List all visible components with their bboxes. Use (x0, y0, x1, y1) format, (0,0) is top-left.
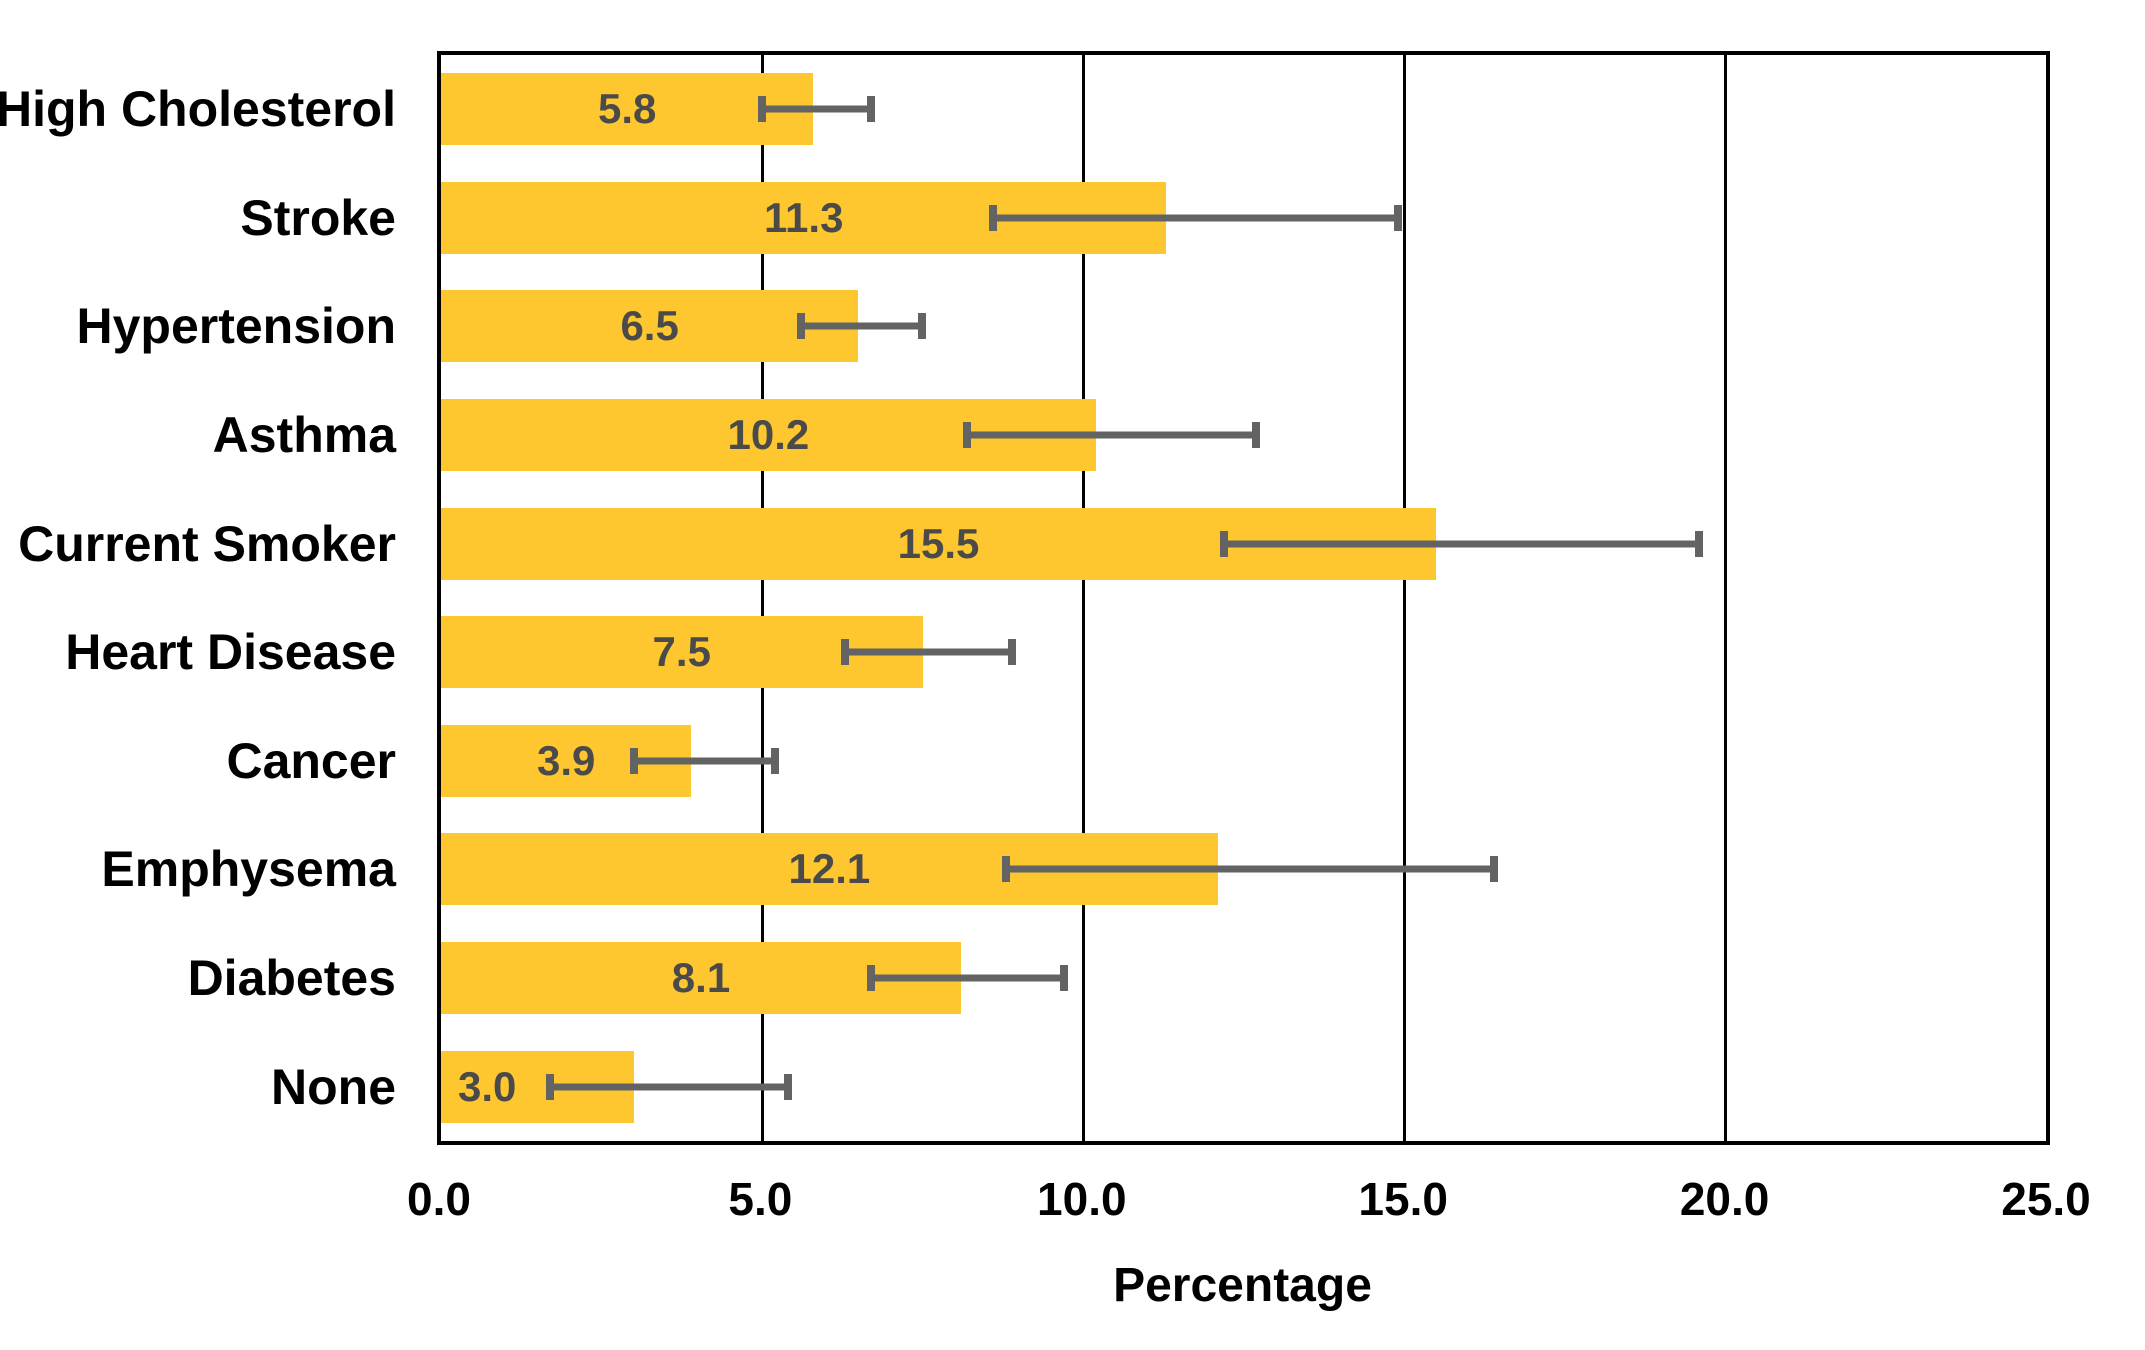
error-bar-line (550, 1083, 788, 1091)
error-bar-cap-left (989, 204, 998, 231)
error-bar (1001, 856, 1498, 883)
y-axis-category-labels: High Cholesterol Stroke Hypertension Asthma… (0, 55, 396, 1141)
value-label: 15.5 (897, 519, 980, 567)
value-label: 10.2 (727, 411, 810, 459)
x-tick-label: 15.0 (1358, 1173, 1448, 1225)
bar-row: 11.3 (441, 164, 2046, 273)
bar-row: 3.0 (441, 1032, 2046, 1141)
x-tick-label: 25.0 (2001, 1173, 2091, 1225)
category-label: Hypertension (76, 298, 396, 355)
bar-row: 5.8 (441, 55, 2046, 164)
error-bar-cap-left (1001, 856, 1010, 883)
error-bar (867, 965, 1068, 992)
error-bar-cap-left (867, 965, 876, 992)
category-label: Stroke (240, 189, 396, 246)
error-bar-cap-left (796, 313, 805, 340)
plot-area: 5.8 11.3 6.5 10.2 15.5 7.5 3.9 12.1 8.1 3.0 (437, 51, 2050, 1145)
bar-row: 15.5 (441, 489, 2046, 598)
error-bar-cap-right (783, 1073, 792, 1100)
x-axis-title: Percentage (1113, 1259, 1372, 1312)
category-label: Current Smoker (18, 515, 396, 572)
value-label: 7.5 (652, 628, 711, 676)
category-label: Cancer (226, 732, 396, 789)
error-bar-cap-right (867, 96, 876, 123)
category-label: Asthma (212, 407, 396, 464)
error-bar-line (967, 431, 1257, 439)
error-bar (1220, 530, 1704, 557)
category-label: Heart Disease (65, 624, 396, 681)
bar-row: 12.1 (441, 815, 2046, 924)
gridline (1724, 55, 1727, 1141)
error-bar-line (993, 214, 1398, 222)
error-bar (989, 204, 1402, 231)
error-bar (546, 1073, 792, 1100)
error-bar-cap-left (629, 747, 638, 774)
error-bar-cap-right (1489, 856, 1498, 883)
error-bar-cap-right (770, 747, 779, 774)
gridline (1403, 55, 1406, 1141)
error-bar-line (871, 974, 1064, 982)
bar-row: 10.2 (441, 381, 2046, 490)
bar-row: 3.9 (441, 707, 2046, 816)
category-label: Diabetes (187, 950, 396, 1007)
error-bar-cap-right (1393, 204, 1402, 231)
x-tick-label: 10.0 (1037, 1173, 1127, 1225)
error-bar-cap-right (1252, 422, 1261, 449)
error-bar (796, 313, 927, 340)
error-bar (841, 639, 1017, 666)
bar-row: 6.5 (441, 272, 2046, 381)
error-bar-cap-left (546, 1073, 555, 1100)
error-bar (963, 422, 1261, 449)
value-label: 8.1 (671, 954, 731, 1002)
bar (441, 290, 859, 363)
value-label: 6.5 (620, 302, 679, 350)
value-label: 12.1 (788, 845, 871, 893)
error-bar-line (845, 648, 1013, 656)
x-tick-label: 5.0 (728, 1173, 793, 1225)
error-bar-cap-left (963, 422, 972, 449)
error-bar-cap-left (841, 639, 850, 666)
value-label: 11.3 (764, 193, 844, 241)
category-label: None (271, 1058, 396, 1115)
bar-row: 8.1 (441, 924, 2046, 1033)
error-bar-cap-right (1059, 965, 1068, 992)
error-bar-line (633, 757, 775, 765)
value-label: 5.8 (597, 85, 657, 133)
error-bar-cap-left (1220, 530, 1229, 557)
error-bar (629, 747, 779, 774)
category-label: Emphysema (101, 841, 396, 898)
value-label: 3.0 (458, 1062, 517, 1110)
gridline (1082, 55, 1085, 1141)
x-tick-label: 20.0 (1679, 1173, 1770, 1225)
value-label: 3.9 (536, 736, 596, 784)
error-bar-cap-right (1008, 639, 1017, 666)
error-bar-cap-right (918, 313, 927, 340)
error-bar (758, 96, 876, 123)
error-bar-line (762, 105, 872, 113)
bar (441, 73, 814, 146)
error-bar-line (800, 322, 923, 330)
error-bar-cap-left (758, 96, 766, 123)
x-axis-tick-labels: 0.0 5.0 10.0 15.0 20.0 25.0 (407, 1172, 2091, 1232)
error-bar-line (1224, 540, 1700, 548)
gridline (761, 55, 764, 1141)
category-label: High Cholesterol (0, 81, 396, 138)
bar-row: 7.5 (441, 598, 2046, 707)
x-tick-label: 0.0 (407, 1173, 471, 1225)
error-bar-cap-right (1695, 530, 1704, 557)
error-bar-line (1005, 865, 1494, 873)
